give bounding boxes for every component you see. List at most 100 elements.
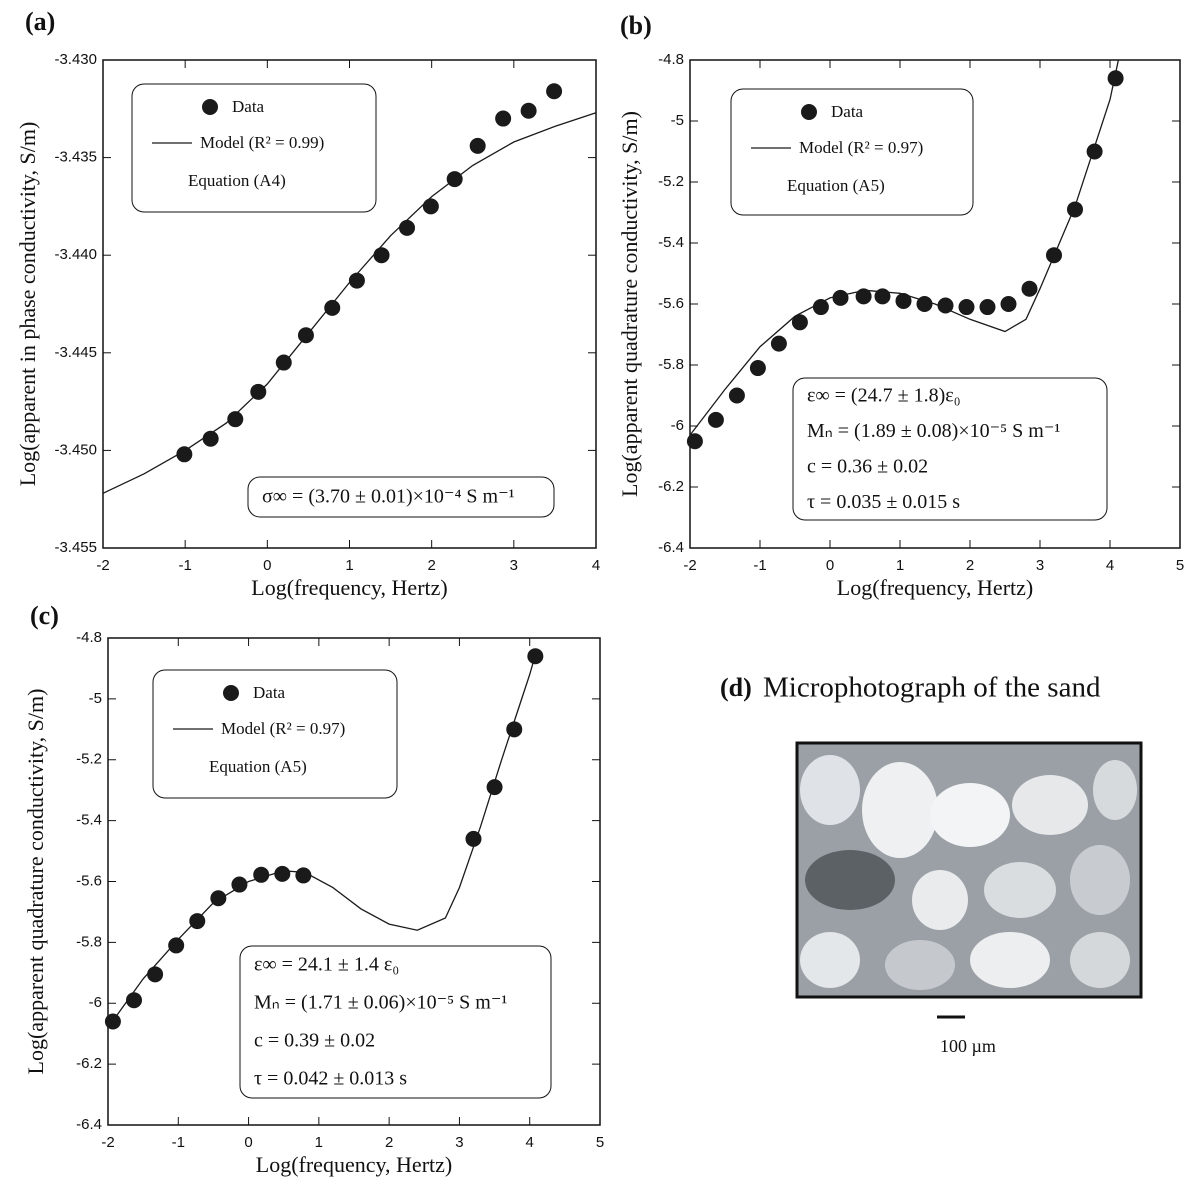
data-point	[979, 299, 996, 316]
data-point	[231, 876, 248, 893]
x-axis-label: Log(frequency, Hertz)	[256, 1152, 452, 1177]
data-point	[707, 411, 724, 428]
x-tick-label: -2	[96, 557, 109, 574]
x-tick-label: -2	[101, 1134, 114, 1151]
y-axis-label: Log(apparent in phase conductivity, S/m)	[15, 122, 40, 487]
formula-line: σ∞ = (3.70 ± 0.01)×10⁻⁴ S m⁻¹	[262, 486, 515, 508]
x-axis-label: Log(frequency, Hertz)	[837, 575, 1033, 600]
data-point	[749, 360, 766, 377]
x-tick-label: 3	[1036, 557, 1044, 574]
x-tick-label: 0	[826, 557, 834, 574]
formula-line: Mₙ = (1.71 ± 0.06)×10⁻⁵ S m⁻¹	[254, 992, 507, 1014]
y-tick-label: -6	[89, 994, 102, 1011]
y-tick-label: -5.4	[658, 234, 684, 251]
y-axis-label: Log(apparent quadrature conductivity, S/…	[23, 689, 48, 1075]
legend-note: Equation (A5)	[209, 757, 307, 776]
x-tick-label: 2	[966, 557, 974, 574]
legend-note: Equation (A4)	[188, 171, 286, 190]
data-point	[399, 219, 416, 236]
data-point	[373, 247, 390, 264]
x-tick-label: 3	[510, 557, 518, 574]
scale-label: 100 µm	[940, 1036, 996, 1056]
data-point	[348, 272, 365, 289]
y-tick-label: -3.440	[54, 246, 97, 263]
x-tick-label: 4	[1106, 557, 1114, 574]
y-tick-label: -6.2	[658, 478, 684, 495]
model-line	[689, 59, 1120, 436]
x-tick-label: 4	[526, 1134, 534, 1151]
formula-box	[239, 945, 552, 1099]
data-point	[855, 288, 872, 305]
formula-line: τ = 0.042 ± 0.013 s	[254, 1068, 407, 1090]
y-tick-label: -3.455	[54, 539, 97, 556]
legend-box	[152, 669, 398, 799]
y-tick-label: -6.4	[658, 539, 684, 556]
x-tick-label: -1	[753, 557, 766, 574]
y-tick-label: -6.2	[76, 1055, 102, 1072]
legend-box	[730, 88, 974, 216]
y-tick-label: -6.4	[76, 1116, 102, 1133]
y-tick-label: -5.2	[76, 751, 102, 768]
x-tick-label: 0	[244, 1134, 252, 1151]
data-point	[1107, 70, 1124, 87]
formula-line: c = 0.39 ± 0.02	[254, 1030, 375, 1052]
y-tick-label: -3.430	[54, 51, 97, 68]
legend-label: Data	[831, 102, 864, 121]
data-point	[227, 411, 244, 428]
formula-line: ε∞ = 24.1 ± 1.4 ε₀	[254, 954, 399, 976]
data-point	[168, 937, 185, 954]
data-point	[147, 966, 164, 983]
data-point	[1067, 201, 1083, 218]
y-tick-label: -5.2	[658, 173, 684, 190]
formula-line: c = 0.36 ± 0.02	[807, 455, 928, 477]
data-point	[176, 446, 193, 463]
data-point	[324, 299, 341, 316]
x-tick-label: 1	[345, 557, 353, 574]
data-point	[202, 430, 219, 447]
data-point	[469, 137, 486, 154]
formula-line: ε∞ = (24.7 ± 1.8)ε₀	[807, 384, 961, 406]
formula-box	[247, 476, 555, 518]
photo-title: Microphotograph of the sand	[763, 672, 1101, 704]
y-tick-label: -4.8	[658, 51, 684, 68]
data-point	[937, 297, 954, 314]
data-point	[253, 866, 270, 883]
data-point	[686, 433, 703, 450]
data-point	[1021, 280, 1038, 297]
legend-label: Model (R² = 0.97)	[221, 719, 345, 738]
y-tick-label: -5.6	[76, 872, 102, 889]
data-point	[791, 314, 808, 331]
data-point	[728, 387, 745, 404]
legend-label: Data	[253, 683, 286, 702]
y-tick-label: -3.445	[54, 344, 97, 361]
panel-label: (b)	[620, 11, 652, 40]
data-point	[295, 867, 312, 884]
data-point	[895, 292, 912, 309]
data-point	[465, 830, 482, 847]
x-tick-label: 1	[896, 557, 904, 574]
data-point	[546, 83, 563, 100]
legend-box	[131, 83, 377, 213]
x-axis-label: Log(frequency, Hertz)	[251, 575, 447, 600]
y-tick-label: -5.8	[658, 356, 684, 373]
legend-swatch	[202, 99, 218, 115]
x-tick-label: 4	[592, 557, 600, 574]
legend-note: Equation (A5)	[787, 176, 885, 195]
x-tick-label: 5	[596, 1134, 604, 1151]
y-tick-label: -5.4	[76, 812, 102, 829]
panel-label: (d)	[720, 673, 752, 702]
y-tick-label: -5	[89, 690, 102, 707]
y-tick-label: -6	[671, 417, 684, 434]
y-axis-label: Log(apparent quadrature conductivity, S/…	[617, 111, 642, 497]
formula-line: τ = 0.035 ± 0.015 s	[807, 491, 960, 513]
legend-swatch	[223, 685, 239, 701]
x-tick-label: 1	[315, 1134, 323, 1151]
data-point	[520, 102, 537, 119]
model-line	[102, 112, 597, 494]
data-point	[812, 299, 829, 316]
data-point	[422, 198, 439, 215]
formula-line: Mₙ = (1.89 ± 0.08)×10⁻⁵ S m⁻¹	[807, 420, 1060, 442]
formula-box	[792, 377, 1108, 521]
panel-label: (a)	[25, 7, 55, 36]
